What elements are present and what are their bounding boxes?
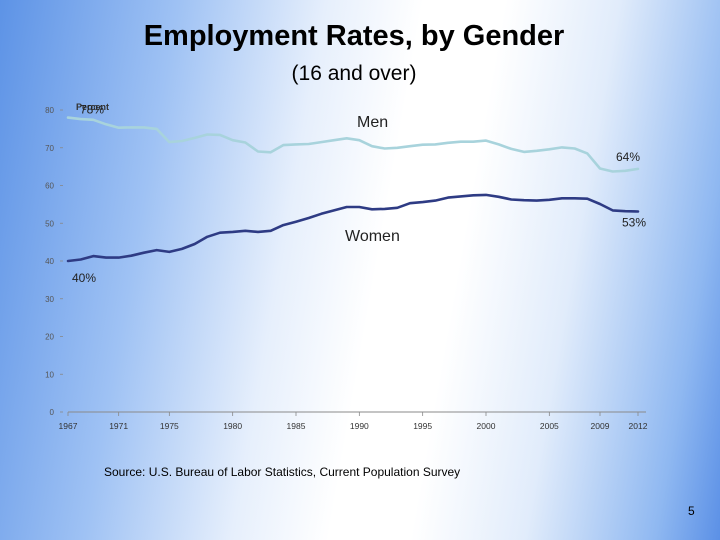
x-tick-label: 2009 [591, 421, 610, 431]
chart-annotations: 78% Men 64% 53% Women 40% [72, 103, 646, 285]
x-tick-label: 1975 [160, 421, 179, 431]
annotation-men: Men [357, 114, 388, 131]
annotation-40-pct: 40% [72, 271, 96, 285]
x-tick-label: 1995 [413, 421, 432, 431]
annotation-78-pct: 78% [80, 103, 104, 117]
y-tick-label: 40 [45, 257, 54, 266]
y-tick-label: 60 [45, 182, 54, 191]
y-tick-label: 30 [45, 295, 54, 304]
x-tick-label: 1967 [59, 421, 78, 431]
source-note: Source: U.S. Bureau of Labor Statistics,… [104, 465, 461, 479]
x-tick-label: 1985 [287, 421, 306, 431]
y-tick-label: 80 [45, 106, 54, 115]
y-tick-label: 50 [45, 219, 54, 228]
series-line-women [66, 193, 640, 263]
x-tick-label: 1980 [223, 421, 242, 431]
y-tick-label: 0 [50, 408, 55, 417]
chart-axes: 0 10 20 30 40 50 60 70 80 Percent 1967 1971 1975 1980… [45, 102, 648, 431]
x-tick-label: 1990 [350, 421, 369, 431]
slide-number: 5 [688, 504, 695, 518]
annotation-women: Women [345, 228, 400, 245]
y-tick-label: 20 [45, 333, 54, 342]
slide-subtitle: (16 and over) [291, 62, 417, 85]
x-tick-label: 2005 [540, 421, 559, 431]
annotation-64-pct: 64% [616, 150, 640, 164]
x-tick-label: 2000 [477, 421, 496, 431]
slide-title: Employment Rates, by Gender [143, 20, 565, 52]
x-tick-label: 2012 [629, 421, 648, 431]
series-line-men [66, 116, 640, 173]
y-tick-label: 10 [45, 370, 54, 379]
y-tick-label: 70 [45, 144, 54, 153]
annotation-53-pct: 53% [622, 216, 646, 230]
chart-series [66, 116, 640, 263]
y-axis-label: Percent [76, 102, 109, 112]
x-tick-label: 1971 [109, 421, 128, 431]
